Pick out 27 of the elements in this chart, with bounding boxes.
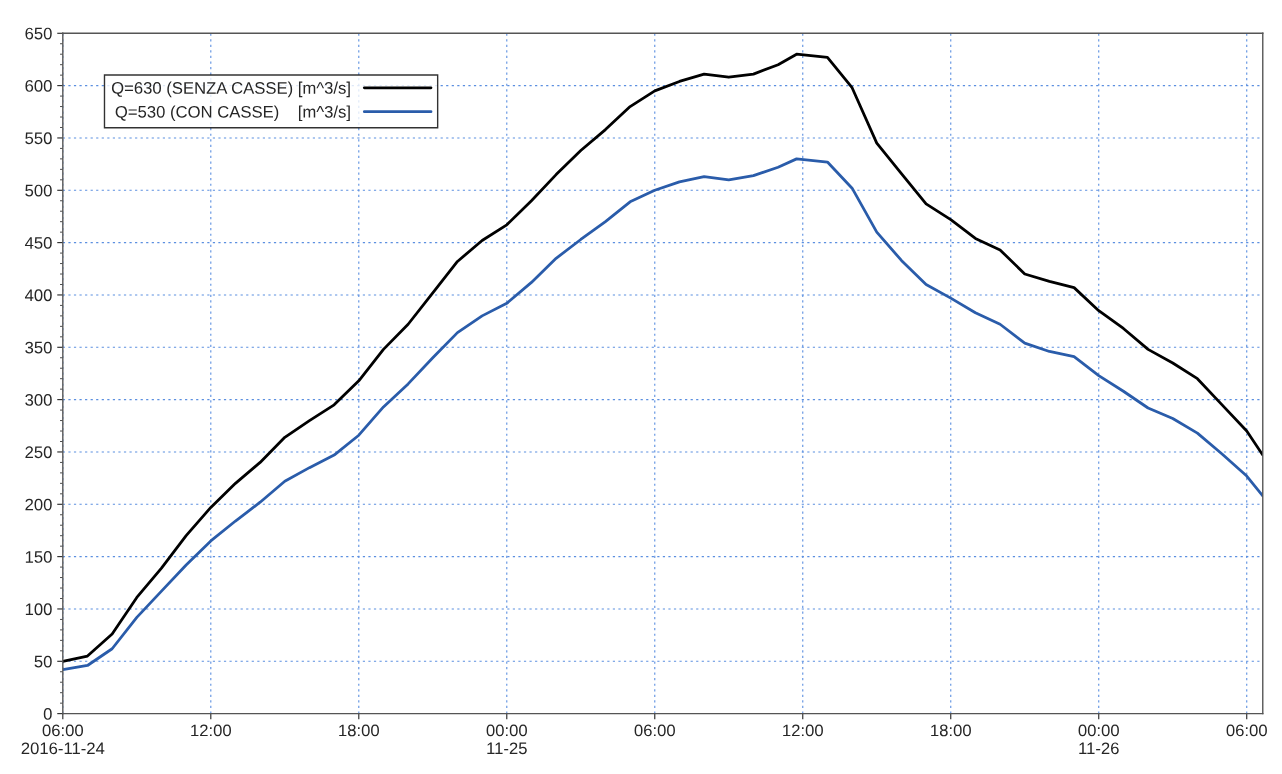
y-tick-label: 150 — [25, 551, 52, 563]
y-tick-label: 350 — [25, 341, 52, 354]
x-tick-label: 18:00 — [931, 724, 971, 737]
y-tick-label: 250 — [25, 446, 52, 459]
y-tick-label: 650 — [25, 27, 52, 40]
y-tick-label: 200 — [25, 498, 52, 511]
x-tick-label: 06:00 2016-11-24 — [21, 724, 105, 755]
x-tick-label: 12:00 — [783, 724, 823, 737]
y-tick-label: 50 — [34, 655, 52, 668]
y-tick-label: 550 — [25, 132, 52, 145]
y-tick-label: 100 — [25, 603, 52, 616]
x-tick-label: 06:00 — [1226, 724, 1267, 737]
line-series — [62, 52, 1263, 663]
legend-label: Q=530 (CON CASSE) [m^3/s] — [115, 105, 350, 122]
line-series — [62, 157, 1263, 672]
legend-label: Q=630 (SENZA CASSE) [m^3/s] — [111, 81, 350, 98]
x-tick-label: 00:00 11-26 — [1078, 724, 1119, 755]
x-tick-label: 06:00 — [634, 724, 675, 737]
x-tick-label: 00:00 11-25 — [486, 724, 527, 755]
x-tick-label: 12:00 — [191, 724, 232, 737]
x-tick-label: 18:00 — [339, 724, 379, 737]
y-tick-label: 0 — [43, 708, 52, 720]
y-tick-label: 450 — [24, 237, 52, 249]
y-tick-label: 400 — [24, 289, 52, 302]
y-tick-label: 600 — [25, 80, 52, 92]
y-tick-label: 500 — [25, 184, 52, 197]
y-tick-label: 300 — [25, 394, 52, 406]
